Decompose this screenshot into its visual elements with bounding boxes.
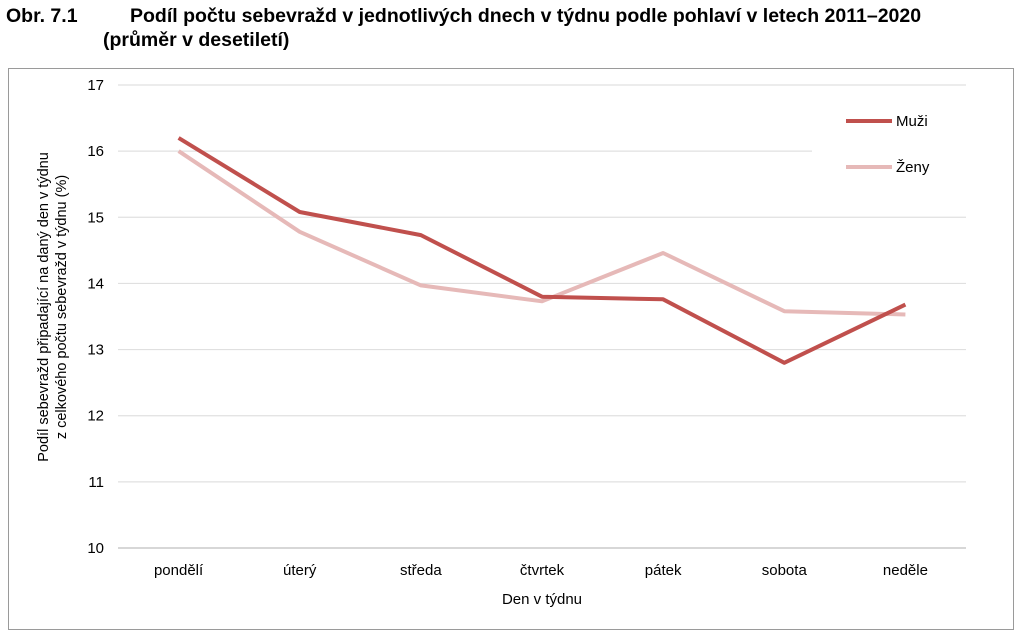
y-tick-label: 11 bbox=[88, 474, 104, 491]
x-axis-labels: pondělí úterý středa čtvrtek pátek sobota nedě… bbox=[154, 562, 928, 579]
gridlines bbox=[118, 84, 966, 549]
x-axis-title: Den v týdnu bbox=[502, 591, 582, 608]
y-tick-label: 10 bbox=[87, 540, 104, 557]
x-tick-label: neděle bbox=[883, 562, 928, 579]
x-tick-label: pátek bbox=[645, 562, 682, 579]
title-line-2: (průměr v desetiletí) bbox=[103, 29, 290, 51]
legend-label: Ženy bbox=[896, 159, 930, 176]
y-axis-title-line-2: z celkového počtu sebevražd v týdnu (%) bbox=[54, 175, 70, 439]
y-tick-label: 17 bbox=[87, 77, 104, 94]
legend: Muži Ženy bbox=[846, 113, 930, 176]
x-tick-label: čtvrtek bbox=[520, 562, 565, 579]
chart-title: Obr. 7.1 Podíl počtu sebevražd v jednotli… bbox=[6, 4, 921, 52]
series-line-muži bbox=[177, 136, 907, 365]
y-tick-label: 16 bbox=[87, 143, 104, 160]
y-tick-label: 12 bbox=[87, 408, 104, 425]
y-tick-label: 13 bbox=[87, 342, 104, 359]
legend-label: Muži bbox=[896, 113, 928, 130]
y-axis-ticks: 10 11 12 13 14 15 16 17 bbox=[87, 77, 104, 557]
series-lines bbox=[177, 136, 907, 365]
y-axis-title-line-1: Podíl sebevražd připadající na daný den … bbox=[36, 152, 52, 462]
figure-number: Obr. 7.1 bbox=[6, 5, 78, 27]
x-tick-label: pondělí bbox=[154, 562, 204, 579]
x-tick-label: úterý bbox=[283, 562, 317, 579]
y-tick-label: 15 bbox=[87, 209, 104, 226]
series-line-ženy bbox=[177, 149, 906, 317]
title-line-1: Podíl počtu sebevražd v jednotlivých dne… bbox=[130, 5, 922, 27]
x-tick-label: středa bbox=[400, 562, 442, 579]
chart-frame bbox=[8, 68, 1014, 630]
x-tick-label: sobota bbox=[762, 562, 808, 579]
y-tick-label: 14 bbox=[87, 275, 104, 292]
